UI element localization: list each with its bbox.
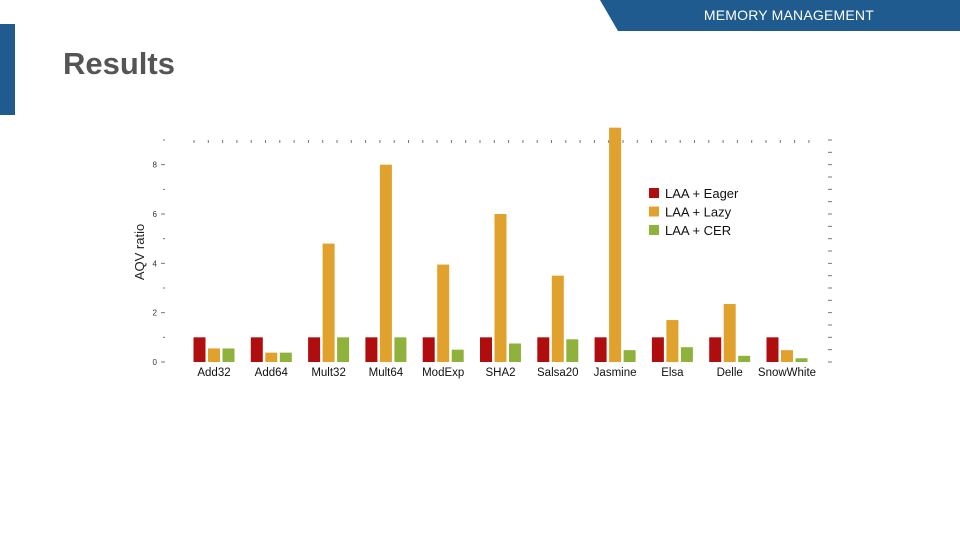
legend: LAA + Eager LAA + Lazy LAA + CER — [649, 186, 739, 238]
bar — [566, 339, 579, 362]
x-tick-label: Add32 — [197, 367, 230, 379]
bar — [781, 350, 793, 362]
bar — [308, 337, 321, 362]
bar — [594, 337, 607, 362]
bar — [394, 337, 407, 362]
y-tick-label: 0 — [153, 358, 158, 367]
bar — [437, 264, 450, 362]
y-tick-label: 2 — [153, 309, 158, 318]
x-tick-label: Add64 — [255, 367, 289, 379]
x-tick-label: Mult64 — [369, 367, 404, 379]
x-tick-label: SHA2 — [485, 367, 515, 379]
bar — [208, 348, 220, 362]
bar — [623, 350, 636, 362]
bar — [193, 337, 206, 362]
bar — [509, 343, 521, 362]
x-tick-label: Mult32 — [311, 367, 346, 379]
bar — [537, 337, 550, 362]
section-label: MEMORY MANAGEMENT — [703, 7, 874, 23]
bar — [723, 304, 736, 362]
bar — [651, 337, 664, 362]
y-tick-label: 4 — [153, 259, 158, 268]
bar — [422, 337, 435, 362]
legend-swatch — [649, 225, 659, 235]
legend-swatch — [649, 188, 659, 198]
bars-group — [193, 127, 808, 363]
legend-label: LAA + Lazy — [665, 205, 732, 220]
bar — [322, 243, 335, 362]
x-tick-label: SnowWhite — [758, 367, 816, 379]
x-tick-label: Jasmine — [594, 367, 637, 379]
bar — [680, 347, 693, 362]
bar — [451, 349, 464, 362]
slide-title: Results — [63, 46, 175, 81]
bar — [738, 355, 751, 362]
bar — [609, 127, 622, 363]
axis-frame — [193, 139, 832, 363]
bar — [337, 337, 350, 362]
y-axis-label: AQV ratio — [132, 224, 147, 280]
bar — [222, 348, 235, 362]
x-tick-label: Delle — [717, 367, 743, 379]
bar — [551, 275, 564, 362]
bar — [279, 352, 292, 362]
bar — [709, 337, 722, 362]
legend-label: LAA + CER — [665, 223, 731, 238]
legend-label: LAA + Eager — [665, 186, 739, 201]
x-tick-label: Salsa20 — [537, 367, 579, 379]
y-tick-label: 8 — [153, 161, 158, 170]
accent-bar — [0, 24, 15, 115]
bar — [795, 358, 808, 362]
legend-swatch — [649, 206, 659, 217]
bar — [666, 320, 679, 362]
section-header: MEMORY MANAGEMENT — [600, 0, 960, 31]
bar — [250, 337, 263, 362]
bar — [265, 352, 278, 362]
x-tick-label: Elsa — [661, 367, 684, 379]
x-tick-label: ModExp — [422, 367, 464, 379]
x-axis: Add32 Add64 Mult32 Mult64 ModExp SHA2 Salsa20 J… — [197, 367, 816, 379]
bar — [494, 214, 507, 362]
bar — [480, 337, 492, 362]
bar — [379, 164, 392, 362]
y-axis: 0 2 4 6 8 — [153, 139, 165, 367]
bar — [766, 337, 779, 362]
y-tick-label: 6 — [153, 210, 158, 219]
bar — [365, 337, 378, 362]
